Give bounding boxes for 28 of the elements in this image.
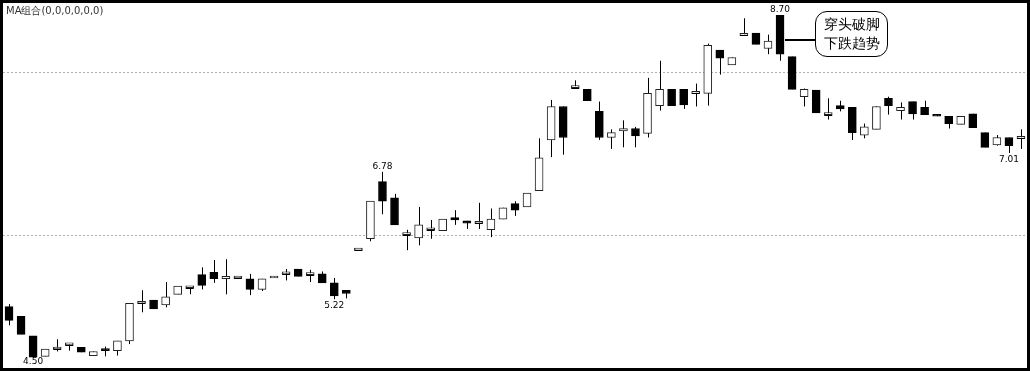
candlestick bbox=[607, 128, 616, 150]
candlestick bbox=[763, 34, 773, 55]
candlestick bbox=[847, 106, 857, 141]
candlestick bbox=[378, 171, 387, 215]
candlestick bbox=[619, 119, 628, 148]
candlestick bbox=[631, 126, 640, 148]
candlestick bbox=[474, 202, 484, 230]
candlestick bbox=[402, 229, 412, 251]
annotation: 7.01 bbox=[998, 153, 1019, 164]
candlestick bbox=[691, 83, 701, 107]
candlestick bbox=[679, 88, 688, 110]
annotation: 5.22 bbox=[324, 300, 345, 311]
candlestick bbox=[414, 206, 423, 246]
candlestick bbox=[715, 49, 725, 76]
candlestick bbox=[209, 259, 219, 284]
chart-title: MA组合(0,0,0,0,0,0) bbox=[6, 4, 104, 18]
annotation: 穿头破脚下跌趋势 bbox=[815, 11, 889, 57]
annotation: 4.50 bbox=[23, 355, 44, 366]
candlestick bbox=[655, 60, 664, 112]
candlestick bbox=[1016, 128, 1026, 150]
candlestick bbox=[137, 289, 147, 313]
candlestick bbox=[161, 281, 170, 308]
candlestick bbox=[4, 303, 14, 326]
annotation: 6.78 bbox=[372, 160, 393, 171]
annotation: 8.70 bbox=[770, 3, 791, 14]
candlestick bbox=[426, 219, 436, 240]
candlestick bbox=[823, 97, 833, 121]
candlestick bbox=[245, 273, 255, 296]
